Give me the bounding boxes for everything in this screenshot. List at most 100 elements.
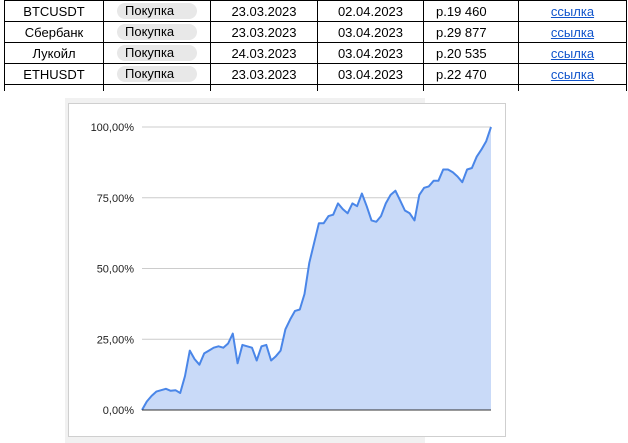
close-date-text: 03.04.2023 <box>337 66 404 82</box>
data-point <box>423 187 425 189</box>
price-cell[interactable]: р.29 877 <box>423 21 519 43</box>
series-area <box>142 127 491 410</box>
link-cell[interactable]: ссылка <box>518 42 627 64</box>
data-point <box>337 202 339 204</box>
empty-cell <box>317 84 424 91</box>
action-cell[interactable]: Покупка <box>103 21 211 43</box>
table-row: Сбербанк Покупка 23.03.2023 03.04.2023 р.29 … <box>4 21 627 43</box>
data-point <box>437 180 439 182</box>
data-point <box>165 388 167 390</box>
action-cell[interactable]: Покупка <box>103 63 211 85</box>
data-point <box>203 352 205 354</box>
close-date-text: 02.04.2023 <box>337 3 404 19</box>
data-point <box>232 332 234 334</box>
data-point <box>179 392 181 394</box>
data-point <box>380 215 382 217</box>
data-point <box>476 156 478 158</box>
chart-svg: 0,00% 25,00% 50,00% 75,00% 100,00% <box>91 122 492 417</box>
link[interactable]: ссылка <box>550 66 595 82</box>
data-point <box>193 358 195 360</box>
data-point <box>389 194 391 196</box>
ticker-cell[interactable]: Сбербанк <box>4 21 104 43</box>
data-point <box>150 395 152 397</box>
link[interactable]: ссылка <box>550 3 595 19</box>
close-date-cell[interactable]: 02.04.2023 <box>317 0 424 22</box>
action-chip[interactable]: Покупка <box>117 66 197 82</box>
ticker-cell[interactable]: ETHUSDT <box>4 63 104 85</box>
data-point <box>208 349 210 351</box>
link-cell[interactable]: ссылка <box>518 21 627 43</box>
data-point <box>480 148 482 150</box>
ticker-cell[interactable]: Лукойл <box>4 42 104 64</box>
open-date-text: 23.03.2023 <box>231 24 297 40</box>
y-tick-label: 25,00% <box>97 334 135 346</box>
data-point <box>442 168 444 170</box>
action-chip[interactable]: Покупка <box>117 3 197 19</box>
close-date-cell[interactable]: 03.04.2023 <box>317 21 424 43</box>
y-tick-label: 75,00% <box>97 193 135 205</box>
data-point <box>490 126 492 128</box>
price-cell[interactable]: р.19 460 <box>423 0 519 22</box>
action-cell[interactable]: Покупка <box>103 0 211 22</box>
close-date-text: 03.04.2023 <box>337 24 404 40</box>
ticker-text: ETHUSDT <box>23 66 85 82</box>
ticker-cell[interactable]: BTCUSDT <box>4 0 104 22</box>
data-point <box>485 140 487 142</box>
empty-cell <box>518 84 627 91</box>
data-point <box>246 345 248 347</box>
data-point <box>236 362 238 364</box>
data-point <box>351 202 353 204</box>
link-cell[interactable]: ссылка <box>518 0 627 22</box>
close-date-cell[interactable]: 03.04.2023 <box>317 63 424 85</box>
data-point <box>160 389 162 391</box>
link-cell[interactable]: ссылка <box>518 63 627 85</box>
data-point <box>222 347 224 349</box>
data-point <box>332 214 334 216</box>
open-date-cell[interactable]: 23.03.2023 <box>210 0 318 22</box>
open-date-cell[interactable]: 23.03.2023 <box>210 63 318 85</box>
data-point <box>342 208 344 210</box>
equity-curve-chart[interactable]: 0,00% 25,00% 50,00% 75,00% 100,00% <box>68 103 506 437</box>
table-row: Лукойл Покупка 24.03.2023 03.04.2023 р.20 53… <box>4 42 627 64</box>
link[interactable]: ссылка <box>550 24 595 40</box>
data-point <box>456 175 458 177</box>
data-point <box>260 345 262 347</box>
data-point <box>284 328 286 330</box>
data-point <box>265 344 267 346</box>
data-point <box>170 390 172 392</box>
table-row: ETHUSDT Покупка 23.03.2023 03.04.2023 р.22 4… <box>4 63 627 85</box>
action-cell[interactable]: Покупка <box>103 42 211 64</box>
data-point <box>413 219 415 221</box>
data-point <box>155 390 157 392</box>
close-date-cell[interactable]: 03.04.2023 <box>317 42 424 64</box>
open-date-cell[interactable]: 23.03.2023 <box>210 21 318 43</box>
data-point <box>303 293 305 295</box>
data-point <box>227 342 229 344</box>
empty-cell <box>210 84 318 91</box>
action-chip[interactable]: Покупка <box>117 24 197 40</box>
table-row: BTCUSDT Покупка 23.03.2023 02.04.2023 р.19 4… <box>4 0 627 22</box>
data-point <box>146 400 148 402</box>
data-point <box>375 221 377 223</box>
data-point <box>213 347 215 349</box>
data-point <box>141 409 143 411</box>
ticker-text: Лукойл <box>32 45 76 61</box>
link[interactable]: ссылка <box>550 45 595 61</box>
data-point <box>327 215 329 217</box>
data-point <box>275 355 277 357</box>
open-date-cell[interactable]: 24.03.2023 <box>210 42 318 64</box>
table-row-partial <box>4 84 627 91</box>
data-point <box>198 364 200 366</box>
price-cell[interactable]: р.22 470 <box>423 63 519 85</box>
data-point <box>174 389 176 391</box>
price-cell[interactable]: р.20 535 <box>423 42 519 64</box>
data-point <box>356 205 358 207</box>
empty-cell <box>4 84 104 91</box>
data-point <box>418 194 420 196</box>
action-chip[interactable]: Покупка <box>117 45 197 61</box>
data-point <box>184 375 186 377</box>
data-point <box>346 212 348 214</box>
price-text: р.20 535 <box>436 45 487 61</box>
close-date-text: 03.04.2023 <box>337 45 404 61</box>
data-point <box>313 242 315 244</box>
